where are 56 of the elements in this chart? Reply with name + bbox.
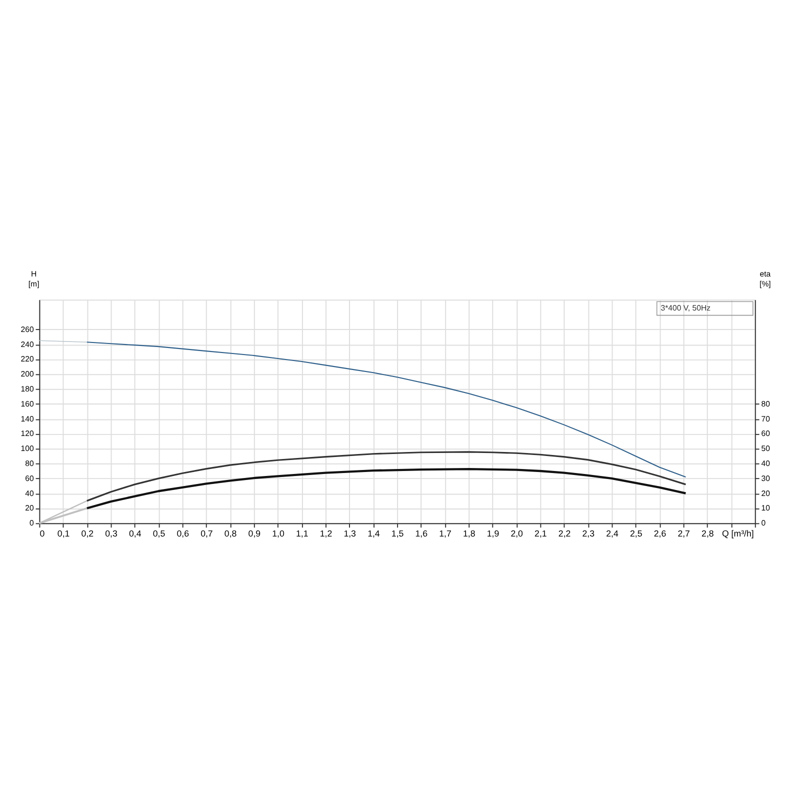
x-tick-label: 1,9 — [486, 528, 500, 538]
x-tick-label: 0,3 — [105, 528, 118, 538]
x-tick-label: 0,1 — [57, 528, 70, 538]
x-tick-label: 1,2 — [320, 528, 332, 538]
y2-axis-title: eta [%] — [760, 270, 772, 288]
x-tick-label: 0,9 — [248, 528, 261, 538]
y2-tick-label: 0 — [761, 518, 766, 528]
x-tick-label: 0,2 — [81, 528, 94, 538]
y-tick-label: 260 — [20, 324, 34, 334]
y-tick-label: 180 — [20, 384, 34, 394]
x-tick-label: 1,1 — [296, 528, 308, 538]
x-tick-label: 2,0 — [510, 528, 524, 538]
y-tick-label: 100 — [20, 444, 34, 454]
y2-tick-label: 40 — [761, 459, 771, 468]
x-tick-label: 2,2 — [558, 528, 571, 538]
x-tick-label: 2,7 — [678, 528, 690, 538]
y-axis-title: H [m] — [28, 270, 40, 288]
y2-tick-label: 20 — [761, 488, 771, 498]
x-tick-label: 2,3 — [582, 528, 595, 538]
y-tick-label: 240 — [20, 340, 34, 349]
x-tick-label: 2,6 — [654, 528, 666, 538]
y2-tick-label: 10 — [761, 504, 771, 513]
x-tick-label: 0 — [40, 528, 45, 538]
x-tick-label: 2,8 — [702, 528, 714, 538]
x-tick-label: 0,4 — [129, 528, 142, 538]
x-tick-label: 0,8 — [224, 528, 237, 538]
x-tick-label: 1,7 — [439, 528, 452, 538]
x-tick-label: 0,6 — [176, 528, 190, 538]
x-tick-label: 1,0 — [272, 528, 284, 538]
y2-tick-label: 30 — [761, 474, 771, 483]
y-tick-label: 140 — [20, 414, 34, 424]
x-tick-label: 2,5 — [630, 528, 642, 538]
y-tick-label: 40 — [25, 488, 34, 498]
y2-tick-label: 80 — [761, 399, 771, 408]
x-tick-label: 1,3 — [344, 528, 356, 538]
x-axis-title: Q [m³/h] — [722, 528, 754, 538]
x-tick-label: 2,1 — [534, 528, 547, 538]
y-tick-label: 120 — [20, 429, 34, 438]
y-tick-label: 80 — [25, 459, 34, 468]
annotation: 3*400 V, 50Hz — [660, 303, 711, 312]
x-tick-label: 1,8 — [462, 528, 476, 538]
y-tick-label: 60 — [25, 474, 34, 483]
y-tick-label: 200 — [20, 370, 34, 379]
y-tick-label: 20 — [25, 504, 34, 513]
y-tick-label: 160 — [20, 399, 34, 408]
y-tick-label: 0 — [29, 518, 34, 528]
x-tick-label: 1,4 — [368, 528, 380, 538]
x-tick-label: 1,6 — [415, 528, 428, 538]
x-tick-label: 1,5 — [391, 528, 404, 538]
y2-tick-label: 50 — [761, 444, 771, 454]
x-tick-label: 0,7 — [200, 528, 213, 538]
y-tick-label: 220 — [20, 354, 34, 364]
y2-tick-label: 60 — [761, 429, 771, 438]
x-tick-label: 0,5 — [152, 528, 166, 538]
y2-tick-label: 70 — [761, 414, 771, 424]
x-tick-label: 2,4 — [606, 528, 618, 538]
